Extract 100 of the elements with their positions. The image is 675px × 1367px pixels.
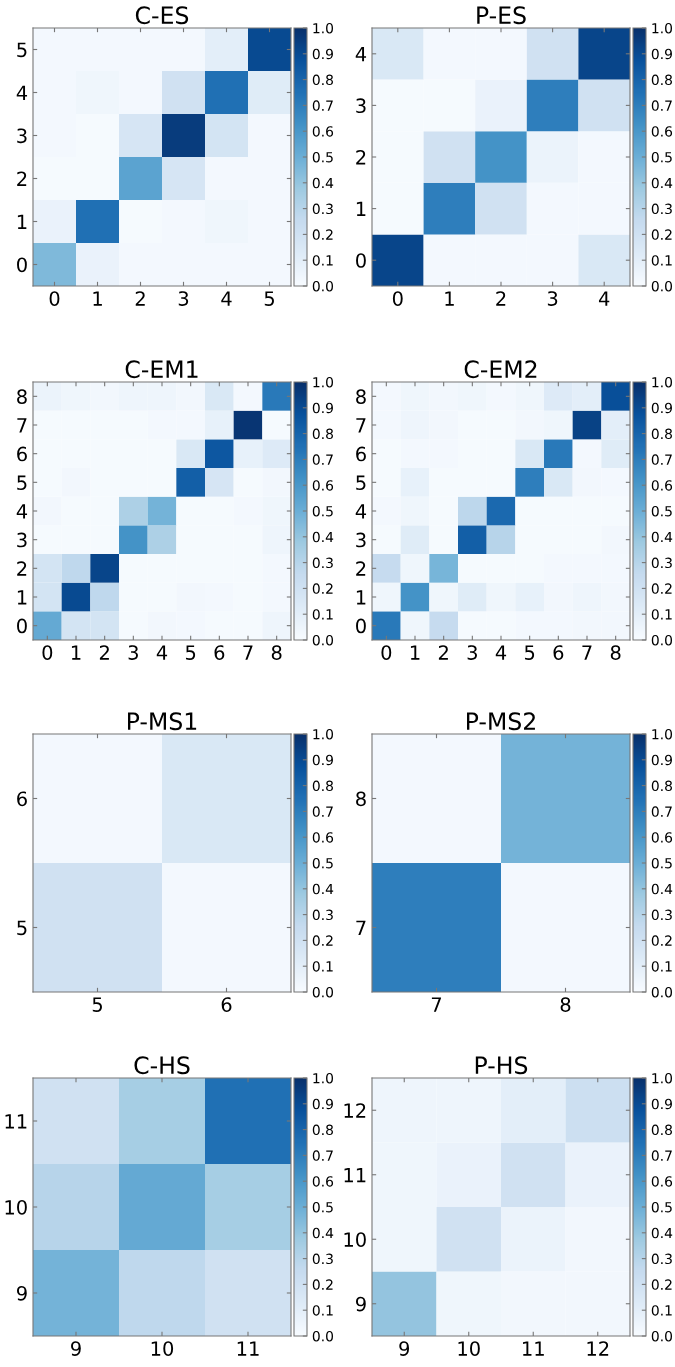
color-bar-label: 0.8 (312, 428, 333, 440)
y-tick-label: 9 (355, 1296, 366, 1312)
x-tick-label: 3 (467, 645, 477, 660)
color-bar-label: 0.1 (651, 961, 672, 972)
color-bar-label: 0.9 (651, 402, 672, 414)
x-tick-label: 2 (99, 645, 109, 660)
color-bar-label: 0.6 (651, 832, 673, 843)
color-bar-label: 0.2 (312, 935, 333, 946)
color-bar-label: 0.9 (651, 1098, 672, 1110)
x-tick-label: 3 (128, 645, 138, 660)
chart-title: C-EM2 (464, 360, 537, 379)
y-tick-label: 2 (17, 561, 27, 576)
y-tick-label: 5 (17, 475, 27, 490)
color-bar-label: 0.1 (312, 255, 333, 266)
x-tick-label: 7 (243, 645, 253, 660)
y-tick-label: 10 (5, 1199, 27, 1215)
x-tick-label: 8 (271, 645, 282, 660)
y-tick-label: 3 (17, 128, 27, 144)
x-tick-label: 0 (392, 291, 403, 306)
x-tick-label: 9 (399, 1341, 410, 1356)
color-bar-label: 0.5 (651, 505, 672, 517)
y-tick-label: 5 (356, 475, 366, 490)
color-bar-label: 0.7 (651, 100, 672, 111)
color-bar-label: 0.3 (312, 909, 333, 921)
color-bar-label: 0.3 (651, 203, 672, 215)
y-tick-label: 8 (356, 389, 366, 404)
y-tick-label: 4 (16, 504, 28, 519)
color-bar-label: 1.0 (652, 376, 673, 388)
color-bar-label: 0.7 (312, 1150, 333, 1161)
y-tick-label: 4 (355, 47, 367, 62)
x-tick-label: 1 (93, 291, 102, 306)
color-bar-label: 0.8 (312, 780, 333, 792)
color-bar-label: 0.1 (651, 609, 672, 620)
y-tick-label: 4 (16, 85, 28, 100)
color-bar-label: 0.2 (312, 229, 333, 240)
chart-title: P-MS2 (467, 712, 535, 731)
y-tick-label: 2 (356, 149, 366, 165)
y-tick-label: 9 (16, 1285, 27, 1301)
color-bar-label: 0.5 (312, 1201, 333, 1213)
color-bar-label: 1.0 (313, 728, 334, 740)
color-bar-label: 0.9 (312, 1098, 333, 1110)
color-bar-label: 0.3 (312, 1253, 333, 1265)
color-bar-label: 0.0 (651, 634, 673, 646)
y-tick-label: 7 (356, 418, 366, 433)
x-tick-label: 5 (264, 291, 274, 306)
x-tick-label: 4 (156, 645, 168, 660)
x-tick-label: 6 (214, 645, 225, 660)
color-bar-label: 0.0 (312, 634, 334, 646)
color-bar-label: 0.7 (651, 806, 672, 817)
color-bar-label: 0.6 (651, 126, 673, 137)
color-bar-label: 1.0 (652, 1072, 673, 1084)
x-tick-label: 5 (185, 645, 196, 660)
color-bar-label: 0.6 (651, 1176, 673, 1187)
x-tick-label: 0 (49, 291, 60, 306)
x-tick-label: 4 (221, 291, 232, 306)
x-tick-label: 2 (438, 645, 448, 660)
color-bar-label: 1.0 (313, 22, 334, 34)
x-tick-label: 6 (221, 997, 232, 1012)
color-bar-label: 0.4 (651, 883, 673, 895)
x-tick-label: 7 (582, 645, 592, 660)
color-bar-label: 0.2 (651, 229, 672, 240)
color-bar-label: 0.1 (312, 961, 333, 972)
color-bar-label: 0.7 (312, 454, 333, 465)
color-bar-label: 0.5 (312, 151, 333, 163)
color-bar-label: 0.7 (312, 100, 333, 111)
color-bar-label: 0.6 (312, 832, 334, 843)
y-tick-label: 3 (17, 532, 27, 548)
x-tick-label: 6 (553, 645, 564, 660)
color-bar-label: 0.3 (651, 1253, 672, 1265)
color-bar-label: 0.7 (651, 454, 672, 465)
x-tick-label: 10 (458, 1341, 480, 1356)
color-bar-label: 0.4 (651, 531, 673, 543)
color-bar-label: 1.0 (652, 728, 673, 740)
y-tick-label: 2 (356, 561, 366, 576)
x-tick-label: 4 (495, 645, 507, 660)
color-bar-label: 0.1 (651, 1305, 672, 1316)
color-bar-label: 0.8 (651, 1124, 672, 1136)
color-bar-label: 0.5 (651, 1201, 672, 1213)
color-bar-label: 0.8 (312, 1124, 333, 1136)
y-tick-label: 10 (344, 1232, 366, 1247)
color-bar-label: 0.9 (651, 48, 672, 60)
color-bar-label: 0.8 (651, 428, 672, 440)
x-tick-label: 11 (237, 1341, 259, 1356)
color-bar-label: 0.8 (312, 74, 333, 86)
color-bar-label: 0.0 (651, 986, 673, 998)
chart-title: C-EM1 (125, 360, 198, 379)
x-tick-label: 1 (410, 645, 420, 660)
color-bar-label: 0.1 (312, 1305, 333, 1316)
color-bar-label: 0.6 (312, 126, 334, 137)
y-tick-label: 6 (17, 791, 27, 807)
color-bar-label: 0.4 (312, 177, 334, 189)
y-tick-label: 0 (17, 257, 27, 273)
y-tick-label: 0 (356, 618, 366, 634)
color-bar-label: 0.6 (312, 480, 334, 491)
x-tick-label: 8 (610, 645, 621, 660)
color-bar-label: 0.5 (312, 857, 333, 869)
color-bar-label: 0.6 (651, 480, 673, 491)
chart-title: C-HS (134, 1056, 190, 1075)
color-bar-label: 0.9 (312, 48, 333, 60)
color-bar-label: 0.8 (651, 780, 672, 792)
